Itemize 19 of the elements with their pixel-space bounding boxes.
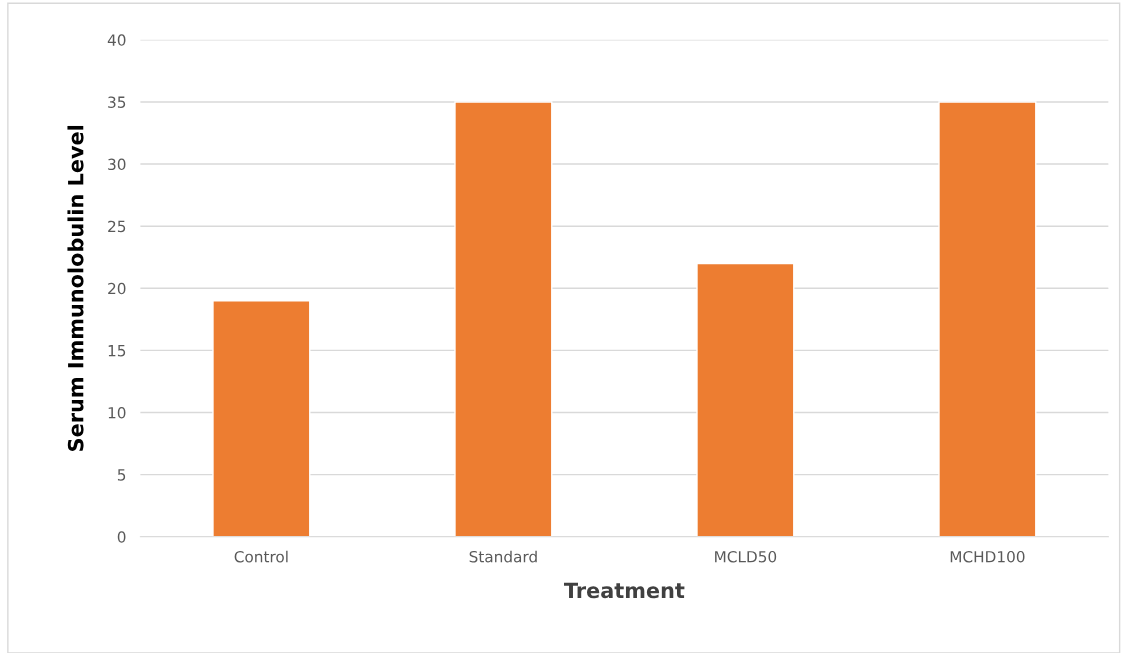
x-tick-label: Control bbox=[234, 550, 288, 563]
y-tick-label: 20 bbox=[108, 282, 126, 295]
x-tick-label: Standard bbox=[469, 550, 537, 563]
bar bbox=[938, 101, 1037, 537]
x-axis-title: Treatment bbox=[564, 582, 685, 599]
y-tick-label: 15 bbox=[108, 345, 126, 357]
y-tick-label: 30 bbox=[108, 158, 126, 171]
y-axis-title: Serum Immunolobulin Level bbox=[67, 125, 84, 451]
x-tick-label: MCHD100 bbox=[950, 550, 1025, 563]
y-tick-label: 0 bbox=[117, 531, 126, 543]
y-tick-label: 5 bbox=[117, 469, 126, 481]
y-tick-label: 25 bbox=[108, 220, 126, 233]
bar bbox=[454, 101, 553, 537]
y-tick-label: 35 bbox=[108, 96, 126, 108]
y-tick-label: 40 bbox=[107, 34, 126, 46]
y-tick-label: 10 bbox=[108, 407, 126, 419]
bar bbox=[212, 300, 311, 537]
bar bbox=[696, 262, 795, 537]
x-tick-label: MCLD50 bbox=[715, 550, 777, 563]
